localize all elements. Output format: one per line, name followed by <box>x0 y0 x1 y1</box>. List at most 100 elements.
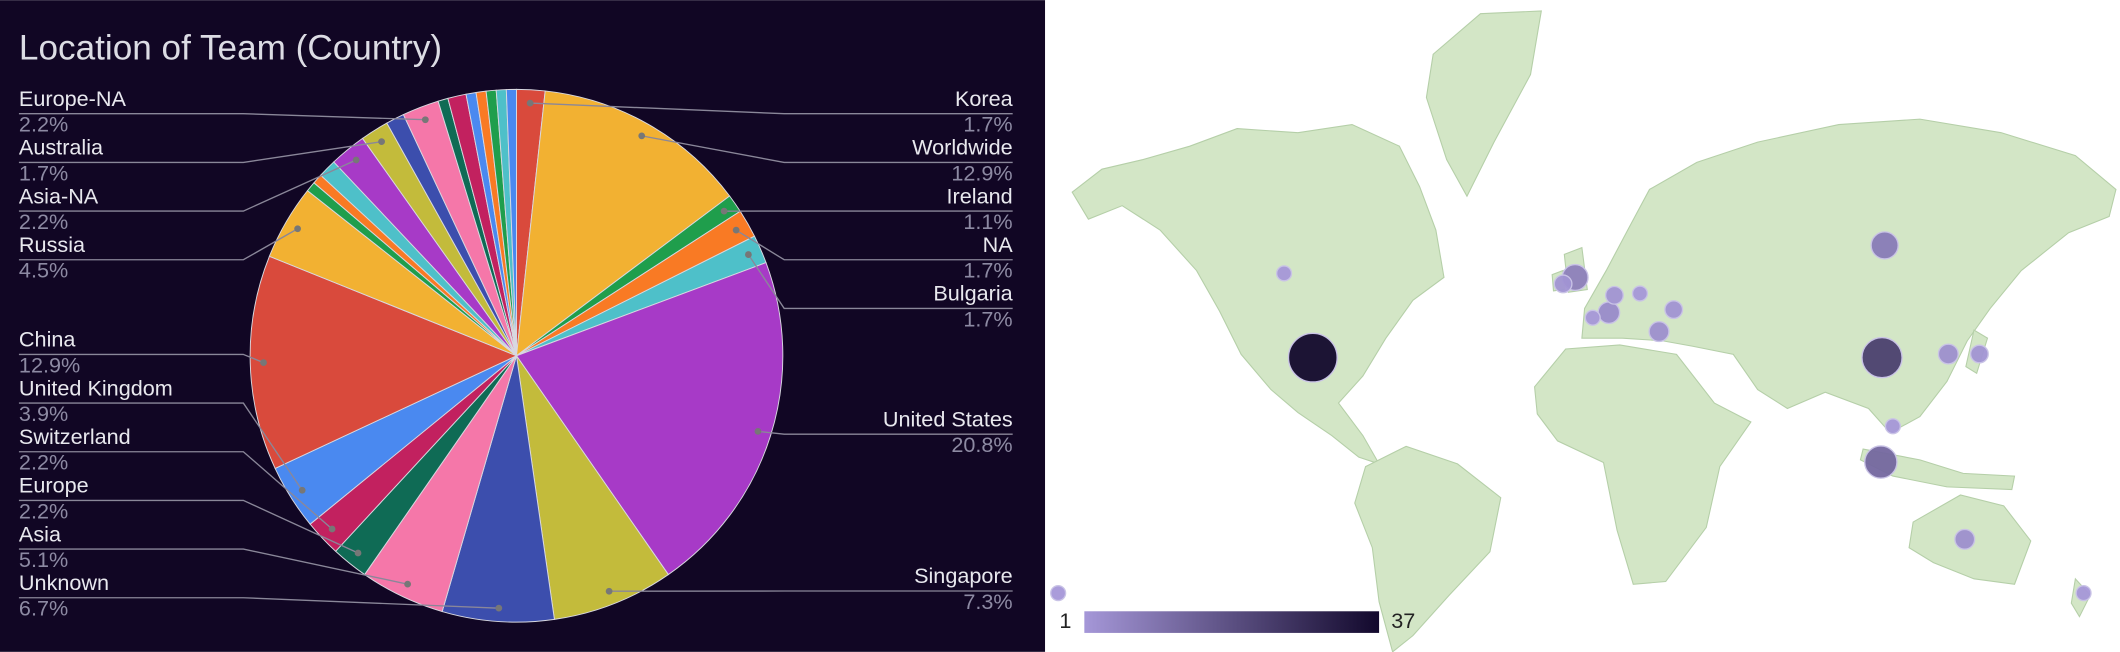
color-min-label: 1 <box>1059 608 1071 633</box>
slice-label: Worldwide <box>912 135 1013 160</box>
slice-value-label: 12.9% <box>19 352 80 377</box>
color-scale <box>1084 611 1380 633</box>
bubble <box>2075 584 2092 602</box>
bubble <box>1553 274 1573 294</box>
bubble <box>1050 584 1067 602</box>
slice-value-label: 2.2% <box>19 112 68 137</box>
leader-line <box>530 102 1013 115</box>
bubble <box>1648 321 1670 343</box>
slice-label: Singapore <box>914 563 1013 588</box>
slice-label: Australia <box>19 135 104 160</box>
chart-title: Location of Team (Country) <box>19 28 442 67</box>
slice-value-label: 6.7% <box>19 596 68 621</box>
leader-line <box>18 402 303 491</box>
leader-dot <box>352 156 360 164</box>
bubble <box>1287 332 1338 383</box>
pie-labels: Korea1.7%Worldwide12.9%Ireland1.1%NA1.7%… <box>19 86 1014 621</box>
leader-dot <box>354 549 362 557</box>
leader-line <box>18 597 499 609</box>
bubble <box>1664 300 1684 320</box>
slice-label: Ireland <box>947 183 1013 208</box>
leader-dot <box>298 486 306 494</box>
leader-dot <box>421 116 429 124</box>
leader-dot <box>260 359 267 366</box>
leader-dot <box>328 525 336 533</box>
leader-line <box>18 548 408 585</box>
leader-line <box>641 135 1013 164</box>
pie-slice <box>441 355 555 623</box>
slice-value-label: 1.7% <box>963 258 1012 283</box>
bubble <box>1275 265 1293 282</box>
bubble <box>1969 344 1989 364</box>
leader-dot <box>720 207 728 215</box>
leader-line <box>18 228 298 261</box>
leader-line <box>18 159 357 212</box>
leader-dot <box>495 604 503 612</box>
pie <box>249 88 784 623</box>
pie-slice <box>515 90 731 357</box>
bubble <box>1584 309 1601 326</box>
pie-slice <box>249 255 518 470</box>
slice-value-label: 2.2% <box>19 498 68 523</box>
slice-value-label: 7.3% <box>963 589 1012 614</box>
slice-value-label: 12.9% <box>951 160 1012 185</box>
south-america <box>1354 445 1502 652</box>
leader-dot <box>605 587 613 595</box>
slice-label: United States <box>883 406 1013 431</box>
leader-dot <box>294 225 301 233</box>
slice-label: NA <box>983 232 1014 257</box>
slice-value-label: 2.2% <box>19 450 68 475</box>
slice-label: Europe-NA <box>19 86 127 111</box>
eurasia <box>1581 118 2117 434</box>
leader-line <box>18 499 359 554</box>
bubble <box>1937 343 1959 365</box>
north-america <box>1071 123 1445 465</box>
leader-line <box>747 254 1013 310</box>
slice-label: Unknown <box>19 570 109 595</box>
pie-slice <box>516 355 670 620</box>
slice-value-label: 5.1% <box>19 547 68 572</box>
slice-label: Europe <box>19 473 89 498</box>
leader-dot <box>732 226 740 234</box>
slice-label: China <box>19 327 76 352</box>
bubble <box>1597 301 1621 325</box>
bubble <box>1631 285 1649 302</box>
leader-line <box>18 353 264 364</box>
leader-dot <box>754 427 762 435</box>
world-map <box>1071 10 2117 652</box>
leader-line <box>735 229 1013 261</box>
leader-line <box>18 140 382 164</box>
leader-line <box>757 430 1013 435</box>
bubble <box>1884 418 1901 435</box>
bubble <box>1864 445 1898 479</box>
slice-value-label: 2.2% <box>19 209 68 234</box>
slice-value-label: 1.7% <box>963 112 1012 137</box>
slice-value-label: 20.8% <box>951 432 1012 457</box>
leader-dot <box>638 132 646 140</box>
pie-slice <box>505 88 517 356</box>
bubble <box>1861 336 1903 379</box>
bubble <box>1604 285 1624 305</box>
leader-dot <box>745 251 752 258</box>
slice-label: Asia <box>19 521 62 546</box>
slice-value-label: 4.5% <box>19 258 68 283</box>
leader-line <box>18 113 426 121</box>
pie-slice <box>515 261 784 576</box>
slice-label: Korea <box>955 86 1014 111</box>
africa <box>1534 344 1752 585</box>
slice-label: United Kingdom <box>19 375 173 400</box>
greenland <box>1425 10 1542 198</box>
bubbles <box>1050 231 2092 602</box>
slice-value-label: 1.1% <box>963 209 1012 234</box>
slice-value-label: 3.9% <box>19 401 68 426</box>
slice-label: Bulgaria <box>933 281 1013 306</box>
bubble <box>1954 528 1976 550</box>
slice-label: Russia <box>19 232 86 257</box>
slice-label: Asia-NA <box>19 183 99 208</box>
leader-line <box>18 451 333 530</box>
slice-label: Switzerland <box>19 424 131 449</box>
slice-value-label: 1.7% <box>963 306 1012 331</box>
slice-value-label: 1.7% <box>19 160 68 185</box>
leader-dot <box>378 138 385 146</box>
